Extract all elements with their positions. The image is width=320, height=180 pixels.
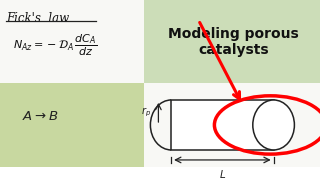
- Text: $L$: $L$: [219, 168, 226, 180]
- Ellipse shape: [253, 100, 294, 150]
- Text: Fick's  law: Fick's law: [6, 12, 69, 25]
- Text: $A \rightarrow B$: $A \rightarrow B$: [22, 110, 59, 123]
- Polygon shape: [144, 0, 320, 83]
- Bar: [171, 100, 274, 150]
- Text: $r_p$: $r_p$: [141, 106, 151, 119]
- Text: $N_{Az} = -\mathcal{D}_A\,\dfrac{dC_A}{dz}$: $N_{Az} = -\mathcal{D}_A\,\dfrac{dC_A}{d…: [13, 32, 97, 58]
- Polygon shape: [144, 83, 320, 167]
- Polygon shape: [0, 0, 144, 83]
- Polygon shape: [0, 83, 144, 167]
- Text: Modeling porous
catalysts: Modeling porous catalysts: [168, 27, 299, 57]
